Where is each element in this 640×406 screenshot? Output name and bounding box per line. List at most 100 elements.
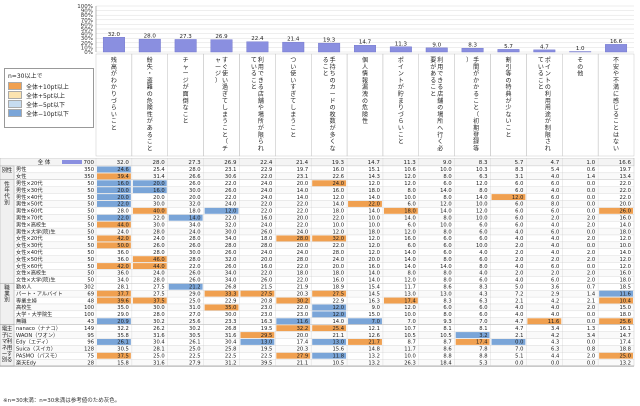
crosstab-table: 全 体 700 32.0 28.0 27.3 26.9 22.4 21.4 19.3 14.7 11… bbox=[0, 158, 635, 367]
table-cell: 0.0 bbox=[587, 209, 595, 215]
table-cell: 11.7 bbox=[404, 285, 416, 291]
table-cell: 20.0 bbox=[619, 202, 631, 208]
table-cell: 26.0 bbox=[619, 209, 631, 215]
cell-highlight bbox=[97, 194, 131, 200]
table-cell: 29.0 bbox=[189, 291, 201, 297]
table-cell: 26.0 bbox=[153, 243, 165, 249]
table-cell: 22.0 bbox=[261, 202, 273, 208]
table-cell: 29.5 bbox=[261, 333, 273, 339]
table-cell: 21.5 bbox=[261, 285, 273, 291]
table-cell: 2.0 bbox=[551, 257, 559, 263]
table-cell: 14.0 bbox=[368, 278, 380, 284]
table-cell: 4.3 bbox=[551, 340, 559, 346]
table-cell: 8.7 bbox=[408, 340, 416, 346]
table-cell: 20.3 bbox=[297, 291, 309, 297]
header-cell: 9.0 bbox=[443, 160, 452, 166]
table-cell: 42.0 bbox=[117, 264, 129, 270]
row-label: 高校生 bbox=[16, 303, 32, 311]
table-cell: 5.1 bbox=[515, 354, 523, 360]
table-cell: 4.0 bbox=[551, 222, 559, 228]
table-cell: 6.0 bbox=[408, 243, 416, 249]
row-n: 50 bbox=[87, 209, 94, 215]
table-cell: 31.4 bbox=[153, 174, 165, 180]
table-cell: 6.0 bbox=[443, 236, 451, 242]
table-cell: 44.0 bbox=[153, 264, 165, 270]
cell-highlight bbox=[97, 318, 131, 325]
table-cell: 22.0 bbox=[368, 202, 380, 208]
cell-highlight bbox=[599, 352, 633, 359]
table-cell: 8.0 bbox=[443, 271, 451, 277]
table-cell: 30.4 bbox=[153, 340, 165, 346]
table-cell: 0.0 bbox=[587, 202, 595, 208]
table-cell: 26.0 bbox=[189, 278, 201, 284]
table-cell: 37.7 bbox=[117, 291, 129, 297]
bar bbox=[210, 39, 233, 53]
table-cell: 25.6 bbox=[189, 319, 201, 325]
table-cell: 4.3 bbox=[479, 291, 487, 297]
table-cell: 2.0 bbox=[587, 236, 595, 242]
cell-highlight bbox=[276, 352, 311, 359]
table-cell: 22.0 bbox=[225, 216, 237, 222]
header-cell: 8.3 bbox=[479, 160, 488, 166]
table-cell: 20.3 bbox=[297, 347, 309, 353]
row-n: 50 bbox=[87, 278, 94, 284]
table-cell: 30.6 bbox=[225, 174, 237, 180]
table-cell: 16.0 bbox=[261, 264, 273, 270]
data-label: 11.3 bbox=[395, 41, 408, 47]
table-cell: 34.0 bbox=[225, 236, 237, 242]
bar bbox=[138, 38, 161, 53]
table-cell: 24.6 bbox=[117, 167, 129, 173]
cell-highlight bbox=[97, 221, 131, 228]
table-cell: 26.0 bbox=[225, 188, 237, 194]
table-cell: 24.0 bbox=[297, 229, 309, 235]
table-cell: 40.0 bbox=[153, 209, 165, 215]
table-cell: 0.0 bbox=[587, 188, 595, 194]
table-cell: 10.0 bbox=[404, 354, 416, 360]
table-row bbox=[13, 331, 635, 339]
table-cell: 16.0 bbox=[619, 271, 631, 277]
table-cell: 24.0 bbox=[153, 271, 165, 277]
table-cell: 26.1 bbox=[117, 340, 129, 346]
table-cell: 6.0 bbox=[443, 305, 451, 311]
table-cell: 4.0 bbox=[551, 236, 559, 242]
row-label: 男性×大学(院)生 bbox=[16, 227, 56, 235]
table-cell: 25.0 bbox=[189, 347, 201, 353]
table-cell: 8.1 bbox=[443, 326, 451, 332]
table-cell: 28.0 bbox=[297, 236, 309, 242]
table-cell: 8.0 bbox=[443, 312, 451, 318]
table-cell: 33.3 bbox=[225, 291, 237, 297]
table-cell: 23.0 bbox=[261, 312, 273, 318]
table-cell: 6.0 bbox=[479, 305, 487, 311]
cell-highlight bbox=[276, 325, 311, 332]
legend-item: 全体−5pt以下 bbox=[8, 100, 90, 109]
row-label: Suica（スイカ） bbox=[16, 346, 56, 353]
table-cell: 37.5 bbox=[117, 354, 129, 360]
table-cell: 20.0 bbox=[117, 188, 129, 194]
data-label: 19.3 bbox=[323, 38, 336, 44]
table-cell: 20.0 bbox=[189, 195, 201, 201]
table-cell: 26.8 bbox=[225, 326, 237, 332]
table-cell: 30.0 bbox=[225, 312, 237, 318]
table-cell: 9.3 bbox=[443, 319, 451, 325]
table-cell: 18.9 bbox=[333, 285, 345, 291]
category-label: 手間がかかること（初期登録等） bbox=[466, 56, 479, 152]
table-cell: 10.5 bbox=[333, 360, 345, 366]
cell-highlight bbox=[240, 339, 275, 345]
header-cell: 19.3 bbox=[332, 160, 345, 166]
table-cell: 6.0 bbox=[479, 312, 487, 318]
table-cell: 12.0 bbox=[404, 229, 416, 235]
header-cell: 16.6 bbox=[619, 160, 632, 166]
table-cell: 10.0 bbox=[404, 195, 416, 201]
table-cell: 4.0 bbox=[551, 243, 559, 249]
row-label: Edy（エディ） bbox=[16, 338, 51, 346]
y-tick-label: 50% bbox=[81, 27, 93, 33]
category-label: 個人情報漏洩の危険性 bbox=[362, 56, 368, 125]
table-cell: 15.6 bbox=[333, 347, 345, 353]
table-cell: 22.0 bbox=[333, 216, 345, 222]
table-cell: 34.0 bbox=[225, 271, 237, 277]
table-cell: 18.0 bbox=[404, 209, 416, 215]
cell-highlight bbox=[276, 235, 311, 242]
row-n: 69 bbox=[87, 291, 94, 297]
table-cell: 13.0 bbox=[440, 291, 452, 297]
row-label: 女性×40代 bbox=[16, 248, 43, 256]
